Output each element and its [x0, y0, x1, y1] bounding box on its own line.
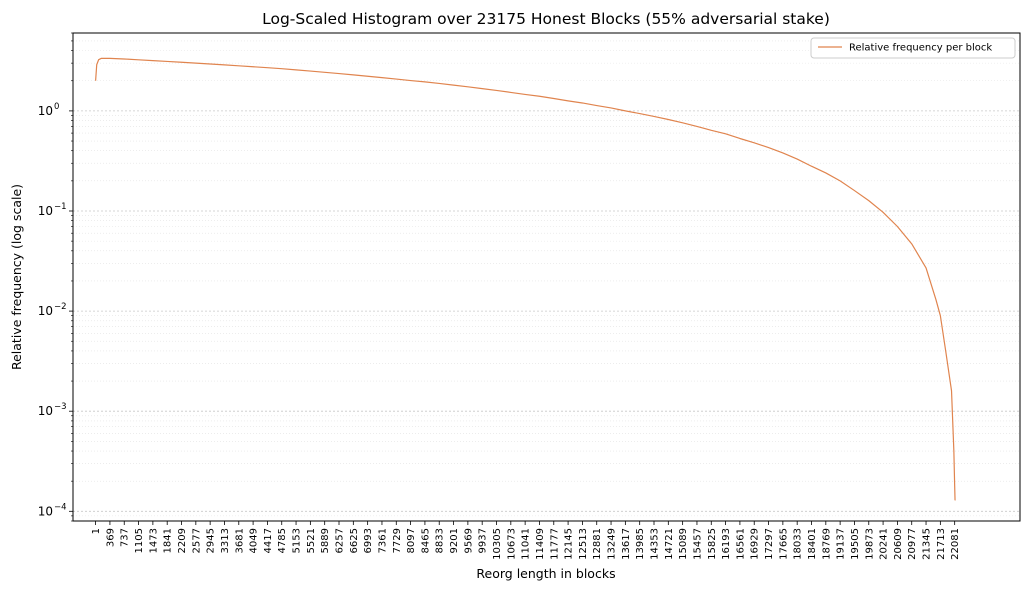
x-tick-label: 2945: [206, 528, 217, 553]
x-tick-label: 3313: [220, 528, 231, 553]
x-tick-label: 5521: [306, 528, 317, 553]
x-tick-label: 18033: [793, 528, 804, 560]
x-tick-label: 9937: [478, 528, 489, 553]
y-tick-label: 10: [38, 504, 53, 518]
x-tick-label: 6257: [335, 528, 346, 553]
legend-label: Relative frequency per block: [849, 43, 992, 54]
x-tick-label: 11409: [535, 528, 546, 560]
x-tick-label: 11777: [549, 528, 560, 560]
x-tick-label: 20241: [879, 528, 890, 560]
series: [95, 57, 957, 501]
y-axis-label: Relative frequency (log scale): [9, 184, 24, 370]
x-tick-label: 13617: [621, 528, 632, 560]
x-tick-label: 17297: [764, 528, 775, 560]
x-tick-label: 19505: [850, 528, 861, 560]
x-axis: 1 369 737 1105 1473 1841 2209 2577 2945 3313 3681 4…: [91, 521, 961, 560]
x-tick-label: 19137: [836, 528, 847, 560]
x-tick-label: 16561: [735, 528, 746, 560]
x-tick-label: 2577: [191, 528, 202, 553]
x-tick-label: 15825: [707, 528, 718, 560]
x-tick-label: 2209: [177, 528, 188, 553]
x-tick-label: 7361: [377, 528, 388, 553]
x-tick-label: 6625: [349, 528, 360, 553]
x-tick-label: 5153: [292, 528, 303, 553]
y-tick-label: 10: [38, 404, 53, 418]
x-tick-label: 9201: [449, 528, 460, 553]
x-tick-label: 20609: [893, 528, 904, 560]
y-tick-label: 10: [38, 304, 53, 318]
grid: [73, 32, 1020, 522]
x-tick-label: 8833: [435, 528, 446, 553]
series-line: [95, 57, 957, 501]
x-tick-label: 18401: [807, 528, 818, 560]
x-tick-label: 19873: [864, 528, 875, 560]
x-tick-label: 21345: [922, 528, 933, 560]
x-tick-label: 22081: [950, 528, 961, 560]
x-tick-label: 16929: [750, 528, 761, 560]
x-tick-label: 13249: [607, 528, 618, 560]
x-tick-label: 5889: [320, 528, 331, 553]
x-tick-label: 4417: [263, 528, 274, 553]
x-tick-label: 17665: [778, 528, 789, 560]
x-tick-label: 8465: [420, 528, 431, 553]
x-tick-label: 4785: [277, 528, 288, 553]
x-tick-label: 18769: [821, 528, 832, 560]
x-tick-label: 10673: [506, 528, 517, 560]
x-tick-label: 3681: [234, 528, 245, 553]
x-tick-label: 1473: [148, 528, 159, 553]
x-tick-label: 20977: [907, 528, 918, 560]
y-tick-exponent: −1: [54, 202, 67, 212]
x-tick-label: 13985: [635, 528, 646, 560]
x-tick-label: 1: [91, 528, 102, 534]
x-tick-label: 14721: [664, 528, 675, 560]
x-tick-label: 16193: [721, 528, 732, 560]
legend-box: [810, 37, 1016, 59]
x-tick-label: 1105: [134, 528, 145, 553]
x-tick-label: 1841: [163, 528, 174, 553]
x-tick-label: 8097: [406, 528, 417, 553]
x-tick-label: 21713: [936, 528, 947, 560]
x-tick-label: 12881: [592, 528, 603, 560]
x-tick-label: 12513: [578, 528, 589, 560]
x-tick-label: 11041: [521, 528, 532, 560]
y-tick-label: 10: [38, 204, 53, 218]
y-tick-label: 10: [38, 104, 53, 118]
x-tick-label: 4049: [249, 528, 260, 553]
y-tick-exponent: −4: [54, 502, 67, 512]
legend: Relative frequency per block: [810, 37, 1016, 59]
plot-frame: [72, 32, 1021, 522]
x-tick-label: 6993: [363, 528, 374, 553]
y-tick-exponent: −2: [54, 302, 67, 312]
chart-title: Log-Scaled Histogram over 23175 Honest B…: [262, 10, 830, 28]
x-tick-label: 15089: [678, 528, 689, 560]
x-tick-label: 10305: [492, 528, 503, 560]
x-tick-label: 12145: [564, 528, 575, 560]
y-tick-exponent: 0: [54, 102, 59, 112]
x-tick-label: 369: [105, 528, 116, 547]
y-tick-exponent: −3: [54, 402, 67, 412]
x-tick-label: 15457: [692, 528, 703, 560]
x-tick-label: 14353: [650, 528, 661, 560]
x-tick-label: 7729: [392, 528, 403, 553]
x-tick-label: 737: [120, 528, 131, 547]
x-axis-label: Reorg length in blocks: [476, 566, 615, 581]
x-tick-label: 9569: [463, 528, 474, 553]
